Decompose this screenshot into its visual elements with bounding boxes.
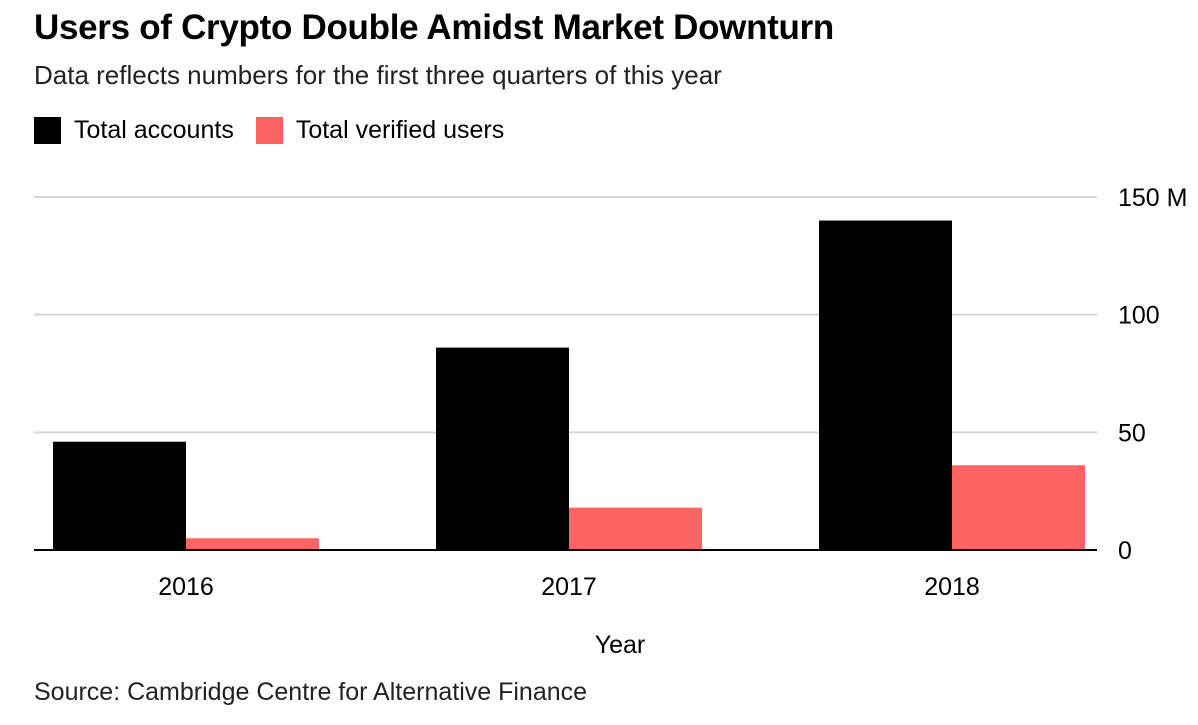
legend-label-total-accounts: Total accounts (74, 116, 234, 144)
bar-total-accounts-2016 (53, 441, 186, 550)
y-tick-label: 100 (1118, 302, 1160, 330)
chart-legend: Total accounts Total verified users (34, 116, 526, 145)
legend-label-total-verified-users: Total verified users (295, 116, 505, 144)
x-tick-label: 2016 (158, 573, 214, 601)
bar-total-accounts-2017 (436, 347, 569, 550)
bar-total-accounts-2018 (819, 220, 952, 550)
axes: 0 50 100 150 M 2016 2017 2018 (34, 184, 1187, 601)
legend-item-total-accounts: Total accounts (34, 116, 234, 145)
bar-total-verified-users-2018 (952, 465, 1085, 550)
bars (53, 220, 1085, 550)
source-note: Source: Cambridge Centre for Alternative… (34, 678, 588, 706)
y-tick-label: 150 M (1118, 184, 1187, 212)
x-tick-label: 2018 (924, 573, 980, 601)
y-tick-label: 50 (1118, 419, 1146, 447)
chart-title: Users of Crypto Double Amidst Market Dow… (34, 8, 834, 47)
x-axis-title: Year (595, 631, 646, 659)
bar-chart: 0 50 100 150 M 2016 2017 2018 Year (34, 184, 1187, 659)
legend-swatch-total-verified-users (255, 117, 283, 144)
y-tick-label: 0 (1118, 537, 1132, 565)
bar-total-verified-users-2017 (569, 507, 702, 550)
legend-item-total-verified-users: Total verified users (255, 116, 505, 145)
chart-subtitle: Data reflects numbers for the first thre… (34, 60, 722, 90)
x-tick-label: 2017 (541, 573, 597, 601)
bar-total-verified-users-2016 (186, 538, 319, 550)
legend-swatch-total-accounts (34, 117, 61, 144)
